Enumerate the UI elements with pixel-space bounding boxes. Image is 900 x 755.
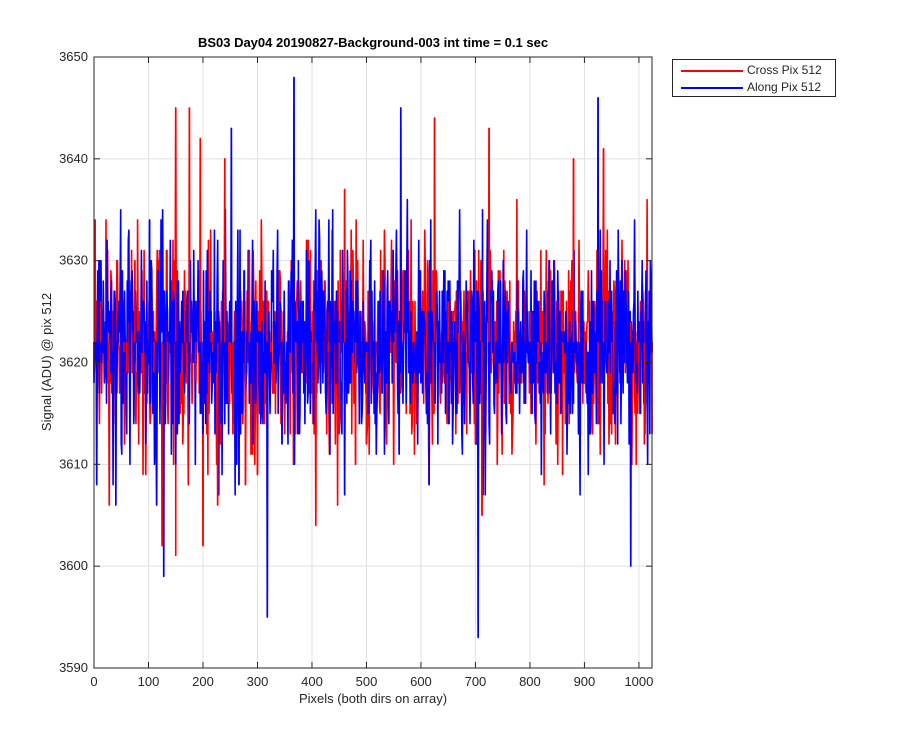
x-tick-label: 800 [519, 674, 541, 689]
x-tick-label: 700 [465, 674, 487, 689]
chart-legend: Cross Pix 512 Along Pix 512 [672, 59, 836, 97]
legend-item-along: Along Pix 512 [673, 79, 835, 96]
x-tick-label: 400 [301, 674, 323, 689]
legend-item-cross: Cross Pix 512 [673, 62, 835, 79]
y-tick-label: 3620 [59, 355, 88, 370]
legend-label-cross: Cross Pix 512 [747, 63, 822, 77]
x-tick-label: 1000 [624, 674, 653, 689]
x-tick-label: 600 [410, 674, 432, 689]
y-tick-label: 3630 [59, 253, 88, 268]
x-tick-label: 0 [90, 674, 97, 689]
chart-title: BS03 Day04 20190827-Background-003 int t… [198, 35, 548, 50]
plot-area: 0 100 200 300 400 500 600 700 800 900 1000 3590 3600… [59, 49, 653, 689]
y-tick-label: 3650 [59, 49, 88, 64]
y-tick-label: 3640 [59, 151, 88, 166]
y-tick-label: 3600 [59, 558, 88, 573]
x-tick-label: 900 [574, 674, 596, 689]
x-tick-label: 500 [356, 674, 378, 689]
y-tick-label: 3590 [59, 660, 88, 675]
series-line-along-pix-512 [93, 76, 653, 639]
legend-label-along: Along Pix 512 [747, 80, 822, 94]
x-axis-label: Pixels (both dirs on array) [299, 691, 447, 706]
y-tick-label: 3610 [59, 456, 88, 471]
x-tick-label: 200 [192, 674, 214, 689]
x-tick-label: 300 [247, 674, 269, 689]
legend-line-cross [681, 70, 743, 72]
legend-line-along [681, 87, 743, 89]
x-tick-label: 100 [138, 674, 160, 689]
y-axis-label: Signal (ADU) @ pix 512 [39, 293, 54, 431]
